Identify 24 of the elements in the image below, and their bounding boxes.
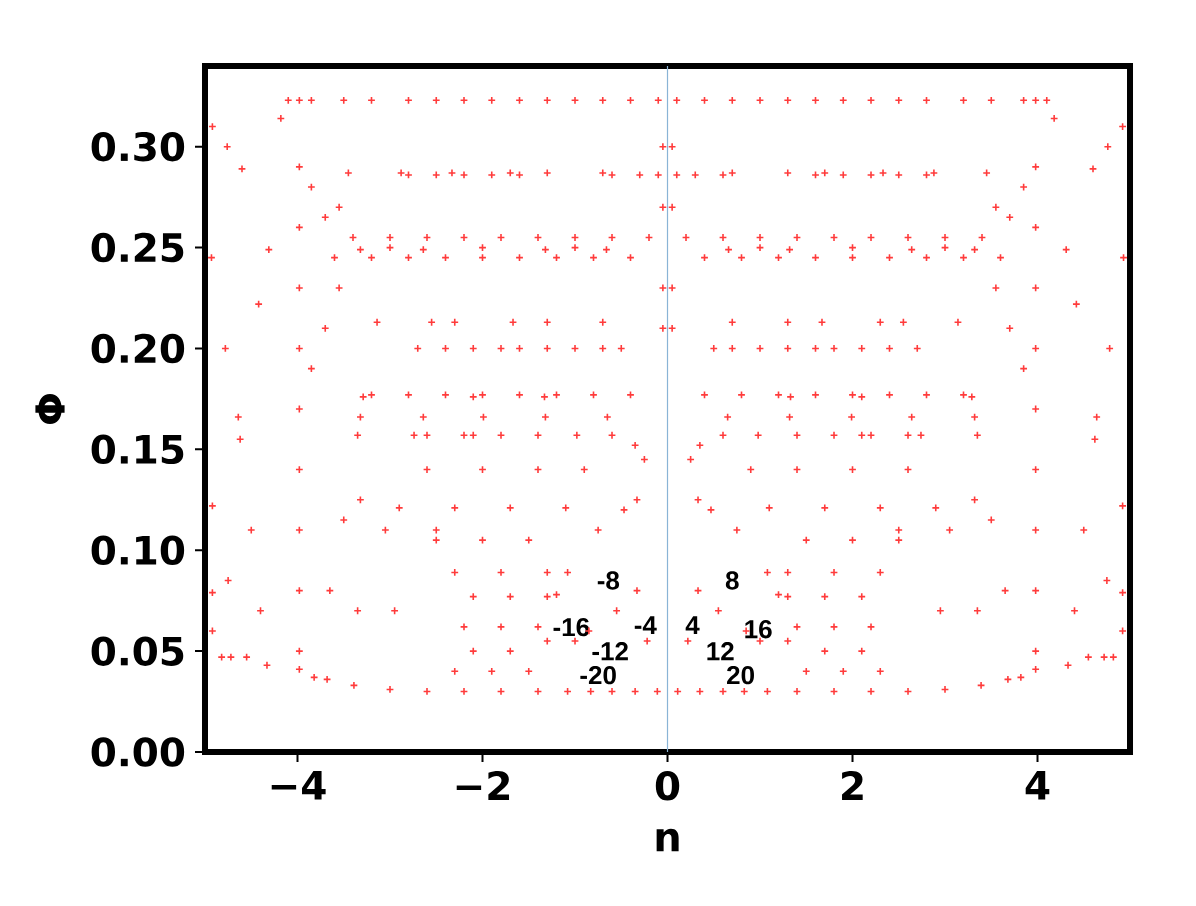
y-axis-title: Φ [35,394,65,424]
x-tick-label: 2 [842,771,863,800]
y-tick-label: 0.25 [91,232,184,263]
annotation: 20 [727,665,754,685]
x-tick-label: 4 [1025,771,1050,800]
x-tick-label: −2 [456,771,510,800]
x-tick-label: 0 [655,771,680,801]
y-tick-label: 0.00 [91,737,185,767]
y-tick-label: 0.10 [91,535,185,565]
y-tick-label: 0.30 [91,131,185,162]
annotation: 4 [685,616,700,635]
y-tick-label: 0.05 [91,636,184,666]
annotation: 8 [725,571,739,590]
x-tick-label: −4 [271,771,326,800]
y-tick-label: 0.15 [91,434,184,465]
annotation: -8 [597,571,620,590]
x-axis-title: n [656,828,679,852]
annotation: -12 [592,642,628,661]
annotation: -16 [553,617,590,637]
annotation: -4 [634,616,657,635]
annotation: -20 [580,665,616,685]
annotation: 16 [745,620,772,639]
annotation: 12 [707,642,734,661]
y-tick-label: 0.20 [91,333,185,364]
